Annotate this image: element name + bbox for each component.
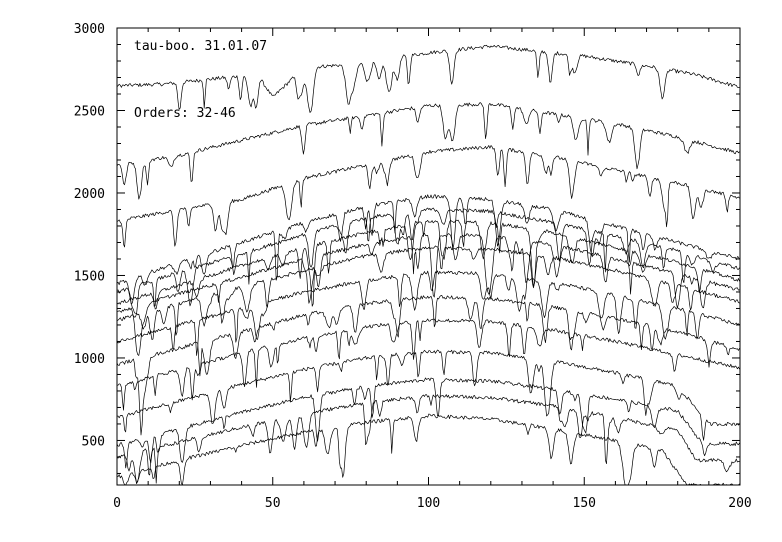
spectrum-order-11 [116,318,740,411]
spectrum-order-10 [116,295,740,436]
spectrum-order-2 [116,102,740,200]
spectrum-order-9 [116,270,740,356]
spectrum-order-5 [116,207,740,314]
axis-ticks [116,27,741,485]
spectrum-order-13 [116,377,740,469]
spectrum-order-1 [116,44,740,113]
spectrum-order-7 [116,232,740,356]
spectrum-order-12 [116,349,740,441]
spectrum-order-14 [116,394,740,484]
y-tick-label: 2500 [74,104,105,119]
x-tick-label: 150 [573,496,596,511]
spectrum-order-15 [116,413,740,486]
y-tick-label: 1500 [74,269,105,284]
spectrum-order-6 [116,219,740,310]
spectrum-order-4 [116,194,740,305]
spectrum-traces [116,44,740,486]
y-tick-label: 2000 [74,187,105,202]
x-tick-label: 0 [113,496,121,511]
x-tick-label: 100 [417,496,440,511]
spectrum-order-8 [116,245,740,340]
y-tick-label: 1000 [74,352,105,367]
spectrum-order-3 [116,145,740,248]
x-tick-label: 50 [265,496,281,511]
x-tick-labels: 0 50 100 150 200 [113,496,752,511]
y-tick-labels: 500 1000 1500 2000 2500 3000 [74,22,105,449]
x-tick-label: 200 [728,496,751,511]
plot-frame [116,27,741,486]
star-date-annotation: tau-boo. 31.01.07 [134,39,267,54]
y-tick-label: 3000 [74,22,105,37]
y-tick-label: 500 [82,434,105,449]
orders-annotation: Orders: 32-46 [134,106,236,121]
